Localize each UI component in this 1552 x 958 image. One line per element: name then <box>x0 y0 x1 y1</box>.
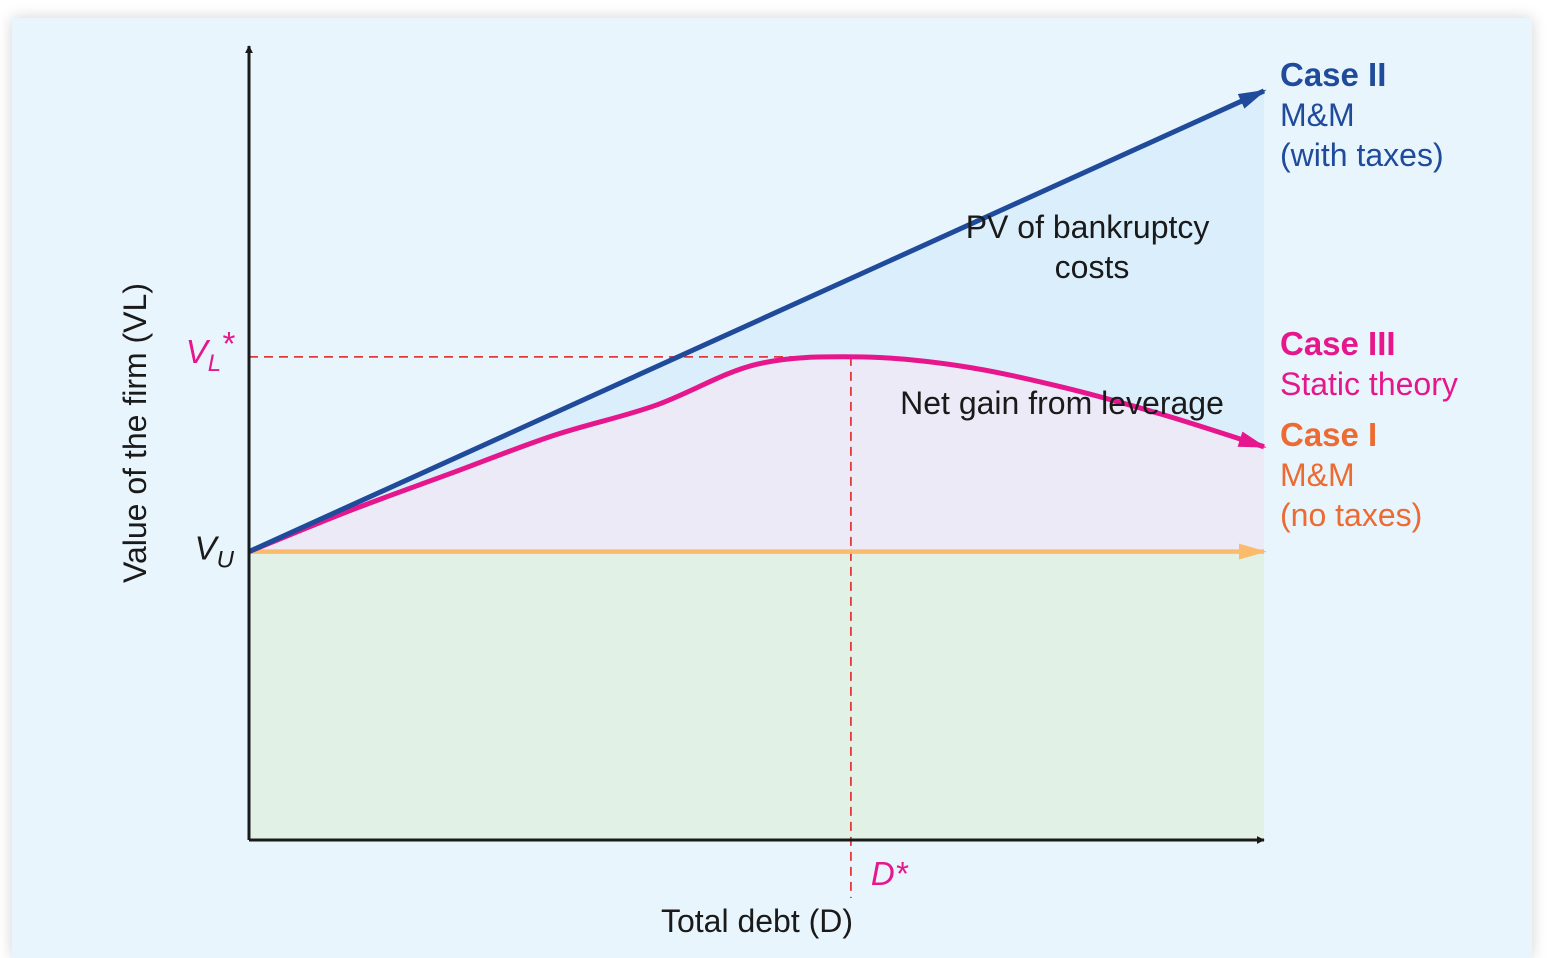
chart: PV of bankruptcy costs Net gain from lev… <box>117 45 1458 939</box>
d-star-tick-suffix: * <box>895 855 909 892</box>
bankruptcy-costs-label-line-1: PV of bankruptcy <box>966 209 1210 245</box>
case-ii-label: Case II M&M (with taxes) <box>1280 56 1444 173</box>
vu-tick-main: V <box>195 530 220 567</box>
d-star-tick-label: D* <box>871 855 909 892</box>
vl-star-tick-sub: L <box>208 350 221 377</box>
vl-star-tick-label: VL* <box>186 325 235 377</box>
bankruptcy-costs-label: PV of bankruptcy costs <box>966 209 1219 285</box>
vl-star-tick-suffix: * <box>221 325 235 362</box>
case-i-label: Case I M&M (no taxes) <box>1280 416 1422 533</box>
case-ii-subtitle-2: (with taxes) <box>1280 137 1444 173</box>
x-axis-title: Total debt (D) <box>661 903 853 939</box>
vu-tick-label: VU <box>195 530 235 574</box>
case-ii-subtitle-1: M&M <box>1280 97 1355 133</box>
figure-panel: PV of bankruptcy costs Net gain from lev… <box>12 18 1532 958</box>
case-iii-title: Case III <box>1280 325 1396 362</box>
case-iii-label: Case III Static theory <box>1280 325 1458 402</box>
vu-tick-sub: U <box>217 547 235 574</box>
case-iii-subtitle-1: Static theory <box>1280 366 1458 402</box>
net-gain-label-line-1: Net gain from leverage <box>900 385 1224 421</box>
region-base <box>249 551 1264 840</box>
region-net-gain <box>249 356 1264 552</box>
case-iii-line <box>248 354 1267 554</box>
net-gain-label: Net gain from leverage <box>900 385 1224 421</box>
y-axis-title: Value of the firm (VL) <box>117 283 153 583</box>
bankruptcy-costs-label-line-2: costs <box>1055 249 1130 285</box>
series-layer <box>247 88 1267 560</box>
d-star-tick-main: D <box>871 855 895 892</box>
vl-star-tick-main: V <box>186 333 211 370</box>
case-i-title: Case I <box>1280 416 1377 453</box>
case-ii-line <box>247 88 1267 554</box>
case-i-subtitle-1: M&M <box>1280 457 1355 493</box>
case-ii-title: Case II <box>1280 56 1386 93</box>
case-i-subtitle-2: (no taxes) <box>1280 497 1422 533</box>
